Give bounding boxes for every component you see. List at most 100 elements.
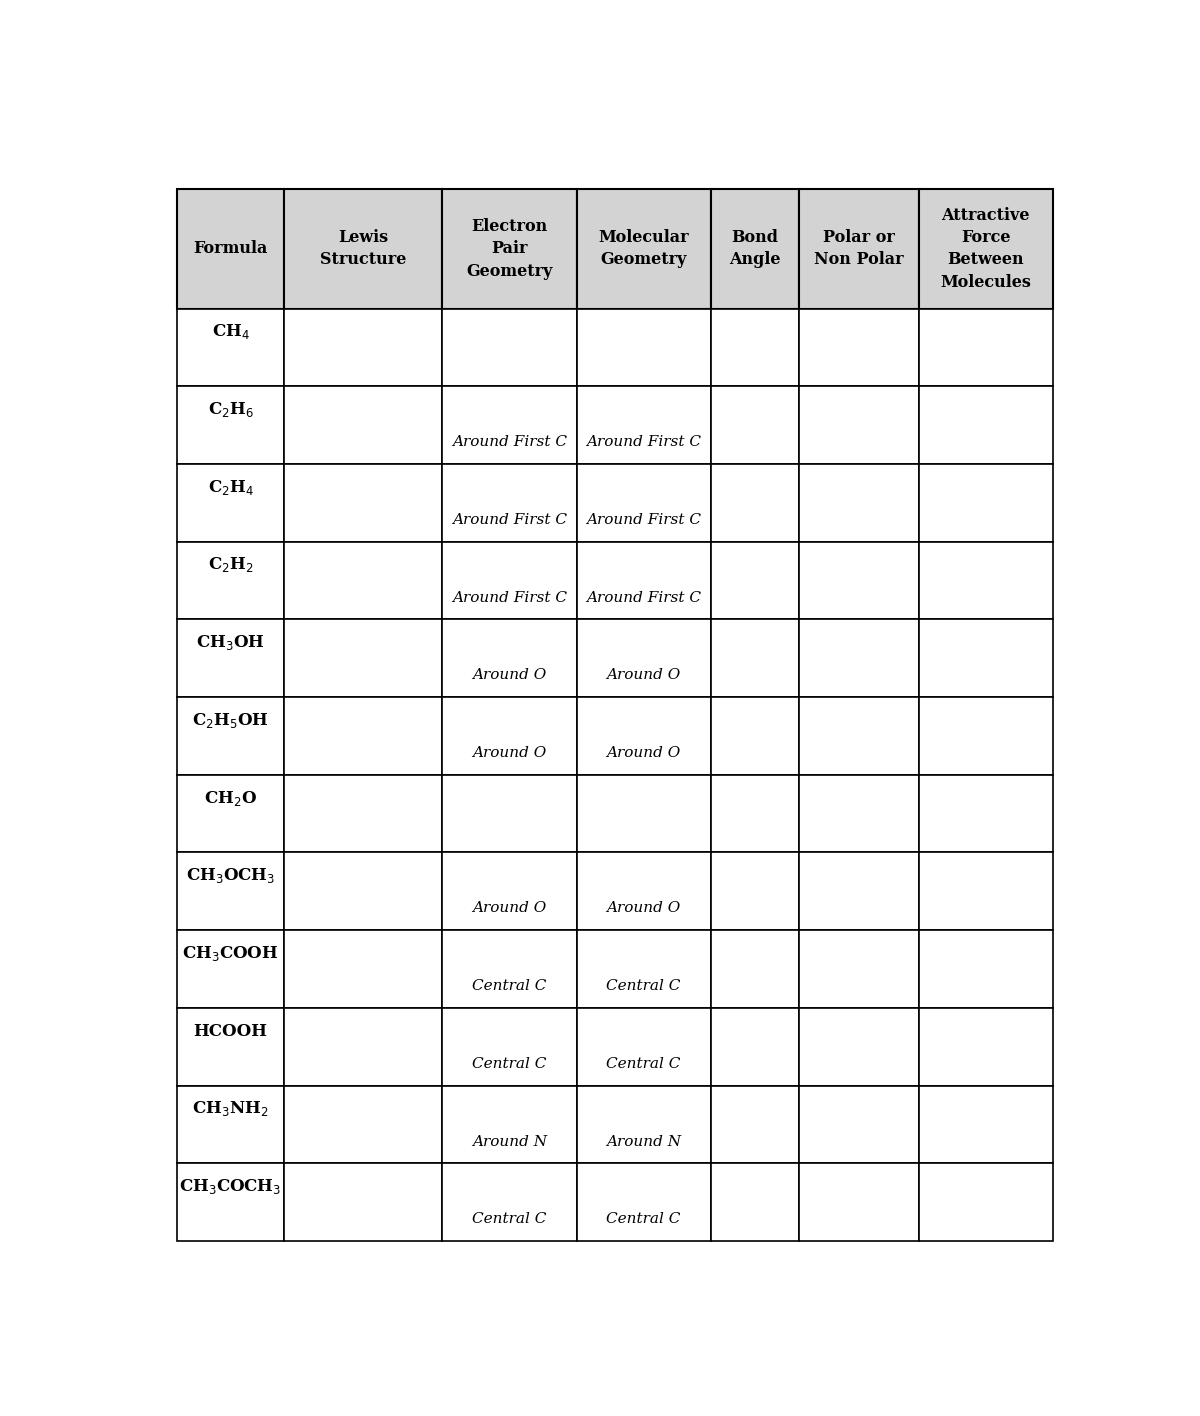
Text: CH$_4$: CH$_4$ [211,323,250,341]
Bar [919,775,1052,852]
Text: Around N: Around N [472,1134,547,1148]
Bar [443,852,576,930]
Bar [284,309,443,387]
Bar [576,542,710,619]
Bar [443,930,576,1008]
Text: Around First C: Around First C [586,590,701,605]
Bar [919,387,1052,464]
Bar [284,697,443,775]
Bar [919,619,1052,697]
Text: Central C: Central C [606,978,680,993]
Bar [443,1164,576,1240]
Bar [710,464,799,542]
Bar [799,1164,919,1240]
Bar [443,190,576,309]
Bar [576,930,710,1008]
Bar [919,852,1052,930]
Bar [178,775,284,852]
Text: CH$_3$OH: CH$_3$OH [197,633,265,653]
Text: Around First C: Around First C [452,513,566,527]
Bar [710,1008,799,1086]
Bar [799,464,919,542]
Text: CH$_3$NH$_2$: CH$_3$NH$_2$ [192,1099,269,1119]
Text: Around O: Around O [606,668,680,683]
Bar [799,775,919,852]
Text: CH$_3$COOH: CH$_3$COOH [182,944,278,963]
Bar [576,775,710,852]
Bar [178,930,284,1008]
Text: CH$_3$COCH$_3$: CH$_3$COCH$_3$ [179,1177,282,1197]
Text: Around First C: Around First C [586,513,701,527]
Bar [799,1008,919,1086]
Text: C$_2$H$_2$: C$_2$H$_2$ [208,555,253,575]
Bar [710,1164,799,1240]
Text: CH$_3$OCH$_3$: CH$_3$OCH$_3$ [186,867,275,885]
Bar [178,1164,284,1240]
Text: Molecular
Geometry: Molecular Geometry [599,229,689,269]
Bar [710,775,799,852]
Bar [178,190,284,309]
Bar [284,775,443,852]
Bar [284,619,443,697]
Bar [919,1008,1052,1086]
Bar [178,697,284,775]
Bar [919,464,1052,542]
Bar [284,930,443,1008]
Text: C$_2$H$_6$: C$_2$H$_6$ [208,401,253,419]
Text: Around O: Around O [473,668,547,683]
Bar [919,697,1052,775]
Bar [576,464,710,542]
Bar [799,190,919,309]
Text: Central C: Central C [473,978,547,993]
Text: Central C: Central C [606,1056,680,1070]
Bar [576,1008,710,1086]
Bar [919,190,1052,309]
Text: Around O: Around O [606,746,680,760]
Text: Central C: Central C [473,1056,547,1070]
Bar [710,619,799,697]
Text: Around First C: Around First C [452,590,566,605]
Text: Around O: Around O [473,902,547,915]
Bar [919,309,1052,387]
Bar [443,387,576,464]
Text: C$_2$H$_4$: C$_2$H$_4$ [208,477,253,497]
Text: Polar or
Non Polar: Polar or Non Polar [815,229,904,269]
Bar [576,387,710,464]
Bar [799,697,919,775]
Bar [576,852,710,930]
Bar [710,1086,799,1164]
Bar [576,619,710,697]
Bar [710,309,799,387]
Bar [178,387,284,464]
Bar [284,464,443,542]
Bar [443,1086,576,1164]
Bar [443,619,576,697]
Bar [710,190,799,309]
Text: Around O: Around O [473,746,547,760]
Bar [799,619,919,697]
Text: Central C: Central C [473,1212,547,1226]
Bar [178,309,284,387]
Text: Around N: Around N [606,1134,682,1148]
Bar [799,309,919,387]
Bar [443,309,576,387]
Bar [919,542,1052,619]
Bar [710,387,799,464]
Bar [284,190,443,309]
Text: Electron
Pair
Geometry: Electron Pair Geometry [467,218,553,279]
Bar [799,1086,919,1164]
Text: Central C: Central C [606,1212,680,1226]
Bar [576,1164,710,1240]
Bar [710,852,799,930]
Bar [710,542,799,619]
Bar [799,930,919,1008]
Bar [284,852,443,930]
Text: CH$_2$O: CH$_2$O [204,789,257,807]
Text: C$_2$H$_5$OH: C$_2$H$_5$OH [192,711,269,729]
Bar [576,697,710,775]
Bar [799,387,919,464]
Bar [284,387,443,464]
Text: Bond
Angle: Bond Angle [730,229,781,269]
Bar [178,542,284,619]
Bar [443,697,576,775]
